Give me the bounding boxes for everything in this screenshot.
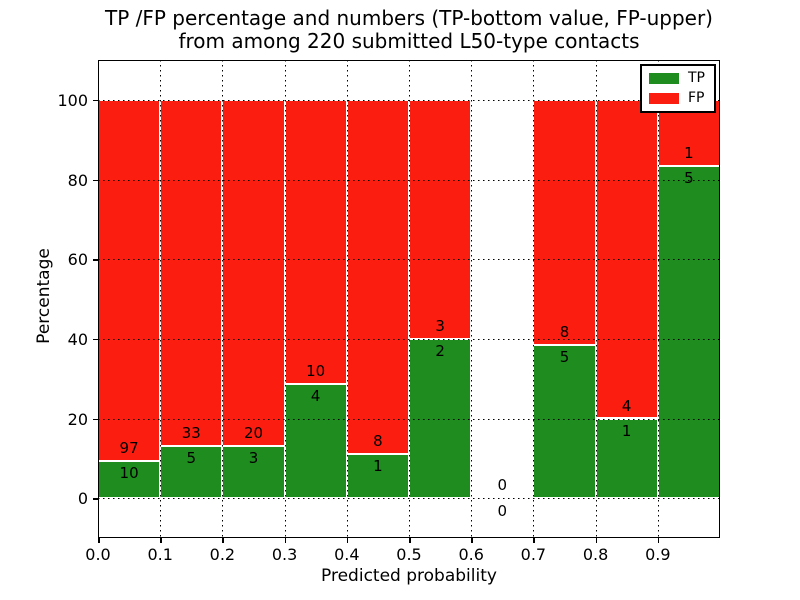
y-tick-label-60: 60 — [67, 250, 88, 270]
y-tick-40 — [93, 338, 98, 341]
y-tick-100 — [93, 99, 98, 102]
y-tick-label-20: 20 — [67, 409, 88, 429]
bar-segment-fp — [346, 99, 409, 454]
x-tick-0.0 — [98, 538, 100, 543]
fp-count-label: 8 — [373, 431, 383, 450]
chart-title-line1: TP /FP percentage and numbers (TP-bottom… — [105, 6, 713, 30]
gridline-x-0.1 — [160, 60, 162, 538]
tp-count-label: 5 — [559, 347, 570, 366]
x-tick-0.8 — [595, 538, 598, 543]
x-tick-0.2 — [222, 538, 224, 543]
fp-count-label: 3 — [435, 316, 445, 335]
fp-count-label: 33 — [181, 423, 201, 442]
fp-count-label: 0 — [497, 476, 508, 495]
x-tick-0.5 — [409, 538, 411, 543]
legend-item-tp: TP — [649, 71, 705, 86]
y-tick-label-0: 0 — [77, 489, 88, 509]
fp-count-label: 20 — [243, 424, 264, 443]
legend-label-fp: FP — [688, 90, 705, 106]
y-tick-20 — [93, 418, 98, 420]
x-tick-0.9 — [657, 538, 660, 543]
bar-segment-fp — [284, 99, 347, 385]
fp-count-label: 4 — [621, 396, 632, 415]
legend-item-fp: FP — [649, 91, 705, 106]
bar-segment-fp — [409, 99, 472, 339]
bar-segment-fp — [98, 99, 161, 461]
gridline-x-0.6 — [471, 60, 473, 538]
bar-segment-tp — [98, 460, 161, 499]
y-tick-0 — [93, 498, 98, 500]
fp-count-label: 10 — [306, 362, 326, 381]
fp-count-label: 97 — [119, 438, 139, 457]
y-tick-80 — [93, 179, 98, 181]
x-tick-label-0.2: 0.2 — [209, 545, 236, 564]
legend-label-tp: TP — [688, 70, 705, 86]
legend-swatch-tp — [649, 73, 679, 84]
tp-count-label: 1 — [621, 421, 632, 440]
gridline-x-0.5 — [409, 60, 410, 538]
x-axis-label: Predicted probability — [321, 566, 497, 586]
y-tick-label-80: 80 — [67, 170, 88, 190]
x-tick-0.7 — [533, 538, 535, 543]
bar-segment-tp — [409, 338, 472, 499]
x-tick-label-0.4: 0.4 — [334, 545, 360, 564]
legend-swatch-fp — [649, 93, 679, 104]
tp-count-label: 2 — [435, 341, 445, 360]
fp-count-label: 8 — [559, 322, 570, 341]
x-tick-0.4 — [346, 538, 349, 543]
bar-segment-tp — [657, 166, 720, 499]
y-tick-60 — [93, 259, 98, 261]
gridline-x-0.4 — [346, 60, 348, 538]
tp-count-label: 5 — [186, 448, 197, 467]
x-tick-label-0.3: 0.3 — [271, 545, 298, 564]
y-tick-label-40: 40 — [67, 329, 88, 349]
bar-segment-fp — [222, 99, 285, 447]
x-tick-label-0.0: 0.0 — [85, 545, 111, 564]
bar-segment-fp — [160, 99, 223, 446]
fp-count-label: 1 — [684, 144, 694, 163]
x-tick-label-0.7: 0.7 — [520, 545, 547, 564]
x-tick-0.3 — [284, 538, 287, 543]
tp-count-label: 0 — [497, 502, 508, 521]
x-tick-label-0.8: 0.8 — [582, 545, 609, 564]
gridline-x-0.2 — [222, 60, 224, 538]
x-tick-0.1 — [160, 538, 162, 543]
tp-count-label: 5 — [684, 169, 694, 188]
x-tick-label-0.1: 0.1 — [147, 545, 173, 564]
tp-count-label: 4 — [310, 387, 321, 406]
tp-count-label: 10 — [119, 463, 139, 482]
y-tick-label-100: 100 — [57, 90, 88, 110]
bar-segment-tp — [533, 344, 596, 499]
gridline-x-0.8 — [595, 60, 597, 538]
plot-area: 97 10 33 5 20 3 10 4 8 1 3 2 0 0 8 5 4 1 1 5 TP FP — [98, 60, 720, 538]
legend: TP FP — [640, 64, 716, 113]
tp-count-label: 3 — [248, 449, 259, 468]
gridline-x-0.7 — [533, 60, 535, 538]
x-tick-label-0.6: 0.6 — [458, 545, 484, 564]
x-tick-label-0.5: 0.5 — [396, 545, 422, 564]
gridline-x-0.9 — [657, 60, 659, 538]
gridline-x-0.3 — [284, 60, 286, 538]
tp-count-label: 1 — [373, 456, 383, 475]
chart-title-line2: from among 220 submitted L50-type contac… — [178, 29, 640, 53]
x-tick-0.6 — [471, 538, 473, 543]
x-tick-label-0.9: 0.9 — [645, 545, 671, 564]
bar-segment-fp — [533, 99, 596, 345]
chart-title: TP /FP percentage and numbers (TP-bottom… — [98, 7, 720, 53]
